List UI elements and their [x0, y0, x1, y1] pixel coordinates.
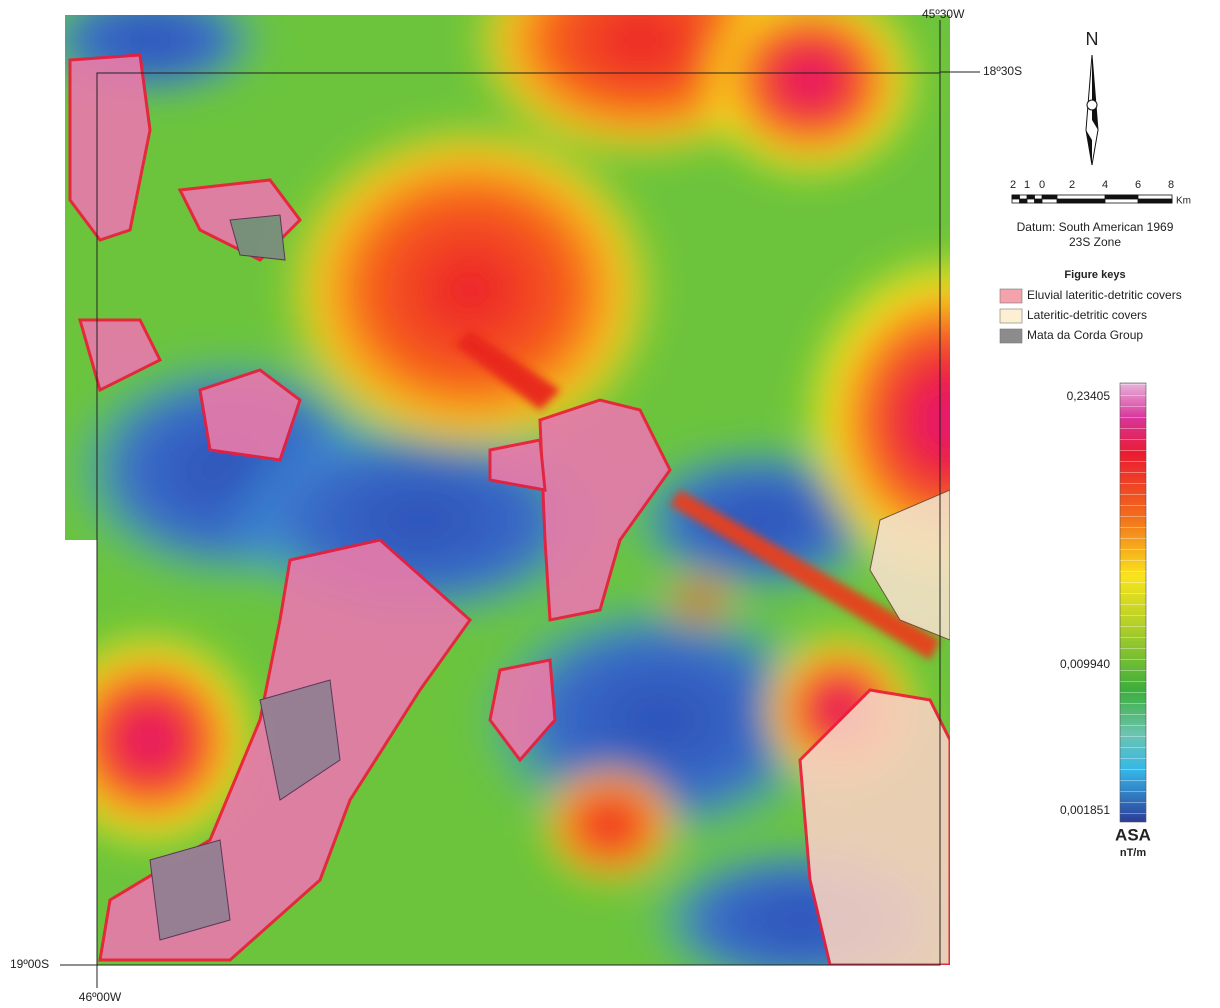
- scale-label: 4: [1102, 179, 1108, 191]
- scale-label: 0: [1039, 179, 1045, 191]
- map-frame: [60, 20, 980, 988]
- coordinate-label: 19º00S: [10, 957, 49, 971]
- legend-swatch: [999, 328, 1023, 344]
- scale-label: 1: [1024, 179, 1030, 191]
- north-arrow: [1085, 54, 1099, 166]
- coordinate-label: 45º30W: [922, 7, 965, 21]
- scale-label: 2: [1069, 179, 1075, 191]
- colorbar-steps: [1120, 383, 1146, 822]
- legend-swatch: [999, 288, 1023, 304]
- coordinate-label: 46º00W: [79, 990, 122, 1004]
- legend: Eluvial lateritic-detritic covers Laterit…: [999, 288, 1182, 344]
- coordinate-label: 18º30S: [983, 64, 1022, 78]
- legend-swatch: [999, 308, 1023, 324]
- magnetic-map: [65, 15, 950, 965]
- outcrop-patches: [68, 53, 672, 962]
- colorbar-label: 0,23405: [1067, 389, 1111, 403]
- legend-title: Figure keys: [1064, 269, 1125, 281]
- colorbar-unit: nT/m: [1120, 847, 1146, 859]
- scale-bar: [1011, 194, 1173, 204]
- scale-label: 6: [1135, 179, 1141, 191]
- colorbar-title: ASA: [1115, 825, 1151, 844]
- scale-unit: Km: [1176, 196, 1191, 207]
- colorbar-label: 0,009940: [1060, 657, 1110, 671]
- legend-label: Mata da Corda Group: [1027, 328, 1143, 342]
- scale-label: 8: [1168, 179, 1174, 191]
- north-label: N: [1086, 29, 1099, 49]
- datum-text: Datum: South American 1969: [1017, 220, 1174, 234]
- colorbar-label: 0,001851: [1060, 803, 1110, 817]
- datum-text: 23S Zone: [1069, 235, 1121, 249]
- scale-label: 2: [1010, 179, 1016, 191]
- legend-label: Lateritic-detritic covers: [1027, 308, 1147, 322]
- legend-label: Eluvial lateritic-detritic covers: [1027, 288, 1182, 302]
